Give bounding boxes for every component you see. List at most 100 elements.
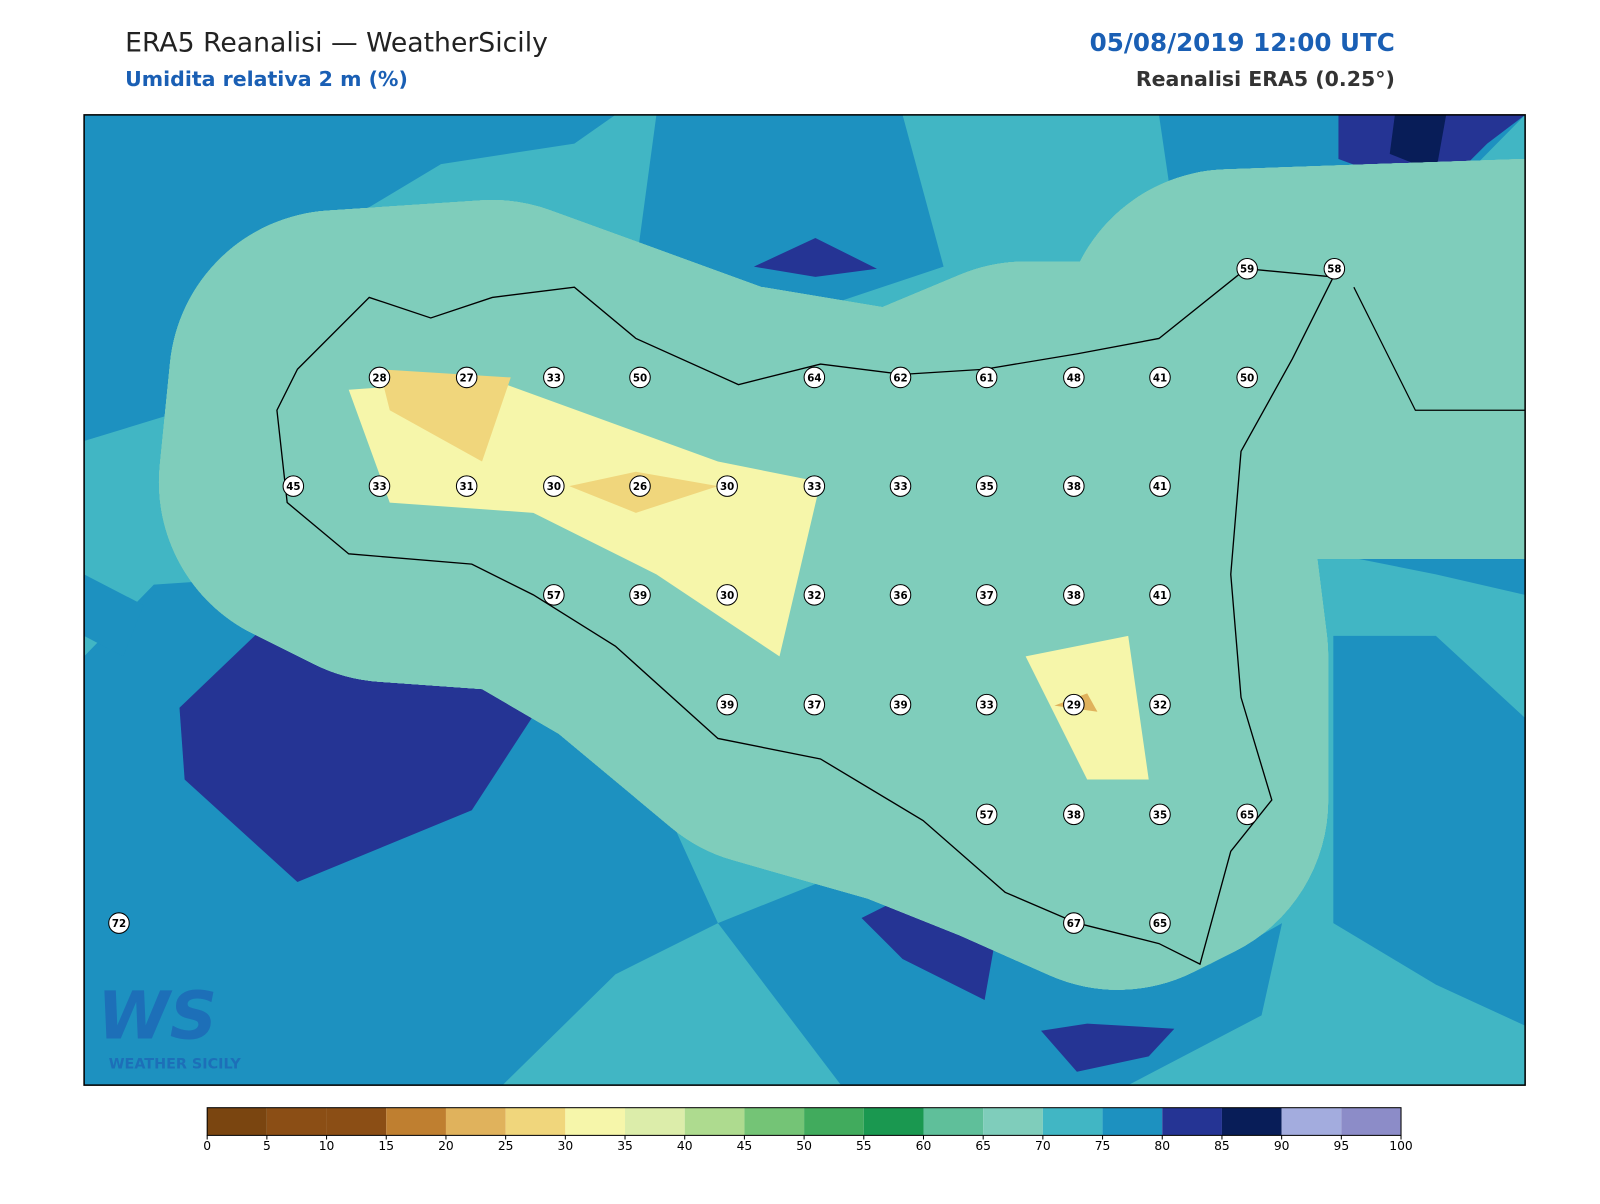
station-value: 30 — [720, 481, 734, 493]
station-marker — [975, 693, 998, 716]
colorbar-swatch — [983, 1107, 1043, 1136]
colorbar-tick-label: 85 — [1214, 1139, 1230, 1153]
station: 67 — [1063, 912, 1085, 934]
station-marker — [368, 366, 391, 389]
station: 48 — [1063, 366, 1085, 389]
station-value: 38 — [1067, 481, 1081, 493]
colorbar-tick-label: 60 — [916, 1139, 932, 1153]
colorbar-tick-label: 75 — [1095, 1139, 1111, 1153]
station: 29 — [1063, 693, 1085, 716]
colorbar-swatch — [744, 1107, 805, 1136]
colorbar-tick-label: 20 — [438, 1139, 454, 1153]
station-marker — [543, 584, 565, 606]
station: 28 — [368, 366, 391, 389]
colorbar-tick-label: 100 — [1389, 1139, 1412, 1153]
station: 45 — [282, 475, 305, 497]
station-marker — [1063, 912, 1085, 934]
colorbar-tick-label: 40 — [677, 1139, 693, 1153]
station-marker — [368, 475, 391, 497]
colorbar-tick-label: 25 — [498, 1139, 514, 1153]
station-value: 32 — [807, 590, 821, 602]
source: Reanalisi ERA5 (0.25°) — [1136, 67, 1395, 91]
station-marker — [1149, 912, 1171, 934]
station-marker — [1063, 803, 1085, 826]
station-marker — [455, 366, 478, 389]
station: 37 — [803, 693, 826, 716]
station: 31 — [455, 475, 478, 497]
station-value: 39 — [633, 590, 647, 602]
colorbar-tick-label: 65 — [975, 1139, 991, 1153]
station-value: 65 — [1240, 809, 1254, 821]
station-value: 45 — [286, 481, 300, 493]
station-marker — [803, 693, 826, 716]
station: 33 — [975, 693, 998, 716]
station-marker — [629, 475, 651, 497]
station: 41 — [1149, 475, 1171, 497]
colorbar-tick-label: 70 — [1035, 1139, 1051, 1153]
station-value: 26 — [633, 481, 647, 493]
station-value: 37 — [807, 700, 821, 712]
station-marker — [889, 475, 912, 497]
logo-mark: WS — [97, 979, 217, 1055]
colorbar-tick-label: 80 — [1154, 1139, 1170, 1153]
station: 65 — [1236, 803, 1258, 826]
colorbar-swatch — [1102, 1107, 1163, 1136]
station-marker — [1149, 803, 1171, 826]
station-marker — [543, 366, 565, 389]
logo-name: WEATHER SICILY — [109, 1057, 242, 1073]
station-value: 28 — [372, 372, 386, 384]
station-value: 33 — [893, 481, 907, 493]
station-value: 35 — [1153, 809, 1167, 821]
station: 50 — [629, 366, 651, 389]
station: 62 — [889, 366, 912, 389]
station-marker — [889, 693, 912, 716]
map-frame — [83, 114, 1526, 1086]
subtitle: Umidita relativa 2 m (%) — [125, 67, 408, 91]
station-marker — [1063, 584, 1085, 606]
station-value: 36 — [893, 590, 907, 602]
station-marker — [1236, 803, 1258, 826]
station-marker — [455, 475, 478, 497]
station: 61 — [975, 366, 998, 389]
station: 39 — [629, 584, 651, 606]
station: 41 — [1149, 584, 1171, 606]
colorbar-swatch — [386, 1107, 446, 1136]
station-marker — [108, 912, 130, 934]
station-value: 33 — [807, 481, 821, 493]
station: 65 — [1149, 912, 1171, 934]
station: 26 — [629, 475, 651, 497]
colorbar-tick-label: 55 — [856, 1139, 872, 1153]
station: 39 — [716, 693, 738, 716]
station-value: 59 — [1240, 264, 1254, 276]
station-value: 72 — [112, 918, 126, 930]
station-value: 38 — [1067, 590, 1081, 602]
station-marker — [1236, 257, 1258, 280]
station: 41 — [1149, 366, 1171, 389]
colorbar-tick-label: 15 — [378, 1139, 394, 1153]
colorbar-tick-label: 35 — [617, 1139, 633, 1153]
station: 33 — [368, 475, 391, 497]
colorbar-tick-label: 30 — [558, 1139, 574, 1153]
station-value: 48 — [1067, 372, 1081, 384]
colorbar-swatch — [266, 1107, 327, 1136]
station-value: 50 — [633, 372, 647, 384]
station: 38 — [1063, 803, 1085, 826]
station-value: 30 — [547, 481, 561, 493]
colorbar-swatch — [326, 1107, 387, 1136]
station: 50 — [1236, 366, 1258, 389]
station-marker — [1063, 693, 1085, 716]
station-marker — [1149, 693, 1171, 716]
station-value: 33 — [372, 481, 386, 493]
station-value: 33 — [980, 700, 994, 712]
station-value: 41 — [1153, 481, 1167, 493]
station-marker — [975, 366, 998, 389]
station: 27 — [455, 366, 478, 389]
station-value: 61 — [980, 372, 994, 384]
station-value: 58 — [1327, 264, 1341, 276]
station-marker — [716, 475, 738, 497]
colorbar-tick-label: 0 — [203, 1139, 211, 1153]
station: 72 — [108, 912, 130, 934]
colorbar-swatch — [625, 1107, 685, 1136]
colorbar-swatch — [1281, 1107, 1342, 1136]
